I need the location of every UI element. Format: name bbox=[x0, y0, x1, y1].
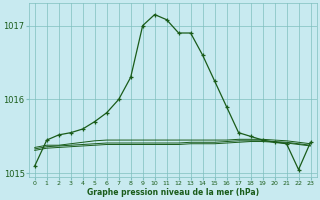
X-axis label: Graphe pression niveau de la mer (hPa): Graphe pression niveau de la mer (hPa) bbox=[87, 188, 259, 197]
